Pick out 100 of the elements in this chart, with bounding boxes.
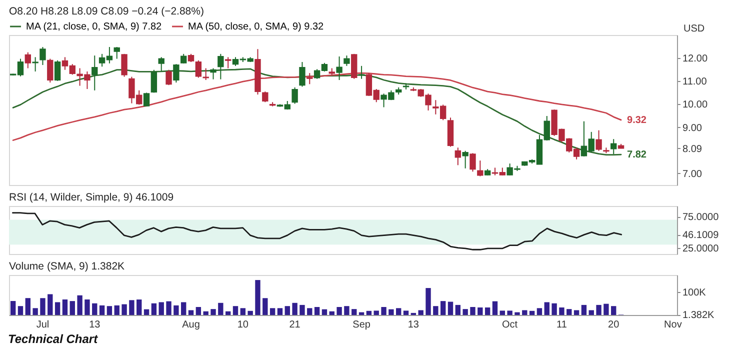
bar — [588, 310, 594, 315]
bar — [188, 310, 194, 315]
bar — [536, 308, 542, 315]
y-tick-label: 10.00 — [682, 100, 708, 111]
bar — [232, 306, 238, 315]
bar — [433, 306, 438, 315]
data-label: 9.32 — [627, 114, 647, 126]
x-tick-label: Jul — [36, 320, 50, 330]
bar — [151, 303, 157, 315]
bar — [374, 310, 379, 315]
candlestick — [47, 58, 54, 84]
y-tick-label: 100K — [682, 288, 706, 299]
bar — [307, 308, 312, 315]
bar — [77, 295, 82, 315]
bar — [255, 280, 260, 315]
bar — [478, 307, 483, 315]
bar — [514, 312, 520, 315]
bar — [507, 310, 512, 315]
bar — [440, 301, 446, 315]
x-tick-label: 10 — [237, 320, 249, 330]
bar — [158, 302, 164, 315]
candlestick — [470, 152, 476, 172]
y-tick-label: 7.00 — [682, 168, 702, 180]
y-tick-label: 8.09 — [682, 144, 702, 155]
y-axis-title: USD — [684, 24, 705, 34]
bar — [114, 305, 120, 315]
bar — [314, 307, 320, 315]
bar — [174, 305, 179, 315]
bar — [322, 309, 328, 315]
bar — [62, 299, 68, 315]
bar — [166, 301, 172, 315]
chart-title: RSI (14, Wilder, Simple, 9) 46.1009 — [9, 192, 174, 204]
candlestick — [92, 55, 98, 91]
bar — [336, 307, 342, 315]
x-tick-label: 13 — [89, 320, 101, 330]
bar — [388, 309, 394, 315]
bar — [492, 301, 498, 315]
candlestick — [143, 92, 150, 107]
bar — [396, 308, 402, 315]
bar — [99, 305, 105, 315]
bar — [70, 301, 75, 315]
bar — [25, 298, 30, 315]
bar — [529, 310, 535, 315]
bar — [426, 288, 431, 315]
bar — [225, 311, 231, 315]
bar — [218, 302, 224, 315]
candlestick — [150, 69, 158, 94]
candlestick — [462, 150, 468, 169]
y-tick-label: 46.1009 — [682, 230, 720, 242]
bar — [344, 306, 350, 315]
line-series — [12, 212, 622, 250]
candlestick — [218, 53, 224, 80]
chart-title: O8.20 H8.28 L8.09 C8.09 −0.24 (−2.88%) — [9, 6, 204, 18]
data-label: 7.82 — [627, 150, 647, 161]
bar — [262, 298, 268, 315]
candlestick — [299, 62, 306, 88]
bar — [462, 309, 468, 315]
candlestick — [166, 69, 172, 86]
bar — [552, 303, 557, 315]
y-tick-label: 9.00 — [682, 122, 702, 134]
bar — [122, 304, 127, 315]
candlestick — [114, 46, 120, 60]
bar — [522, 310, 528, 315]
bar — [196, 307, 202, 315]
candlestick — [262, 91, 268, 103]
x-tick-label: 13 — [408, 320, 420, 330]
bar — [284, 306, 290, 315]
bar — [270, 308, 276, 315]
bar — [181, 302, 186, 315]
bar — [300, 304, 305, 315]
bar — [240, 308, 246, 315]
x-tick-label: 20 — [608, 320, 620, 330]
candlestick — [180, 53, 187, 64]
legend-label: MA (50, close, 0, SMA, 9) 9.32 — [188, 22, 324, 32]
bar — [210, 309, 216, 315]
candlestick — [596, 130, 602, 152]
candlestick — [306, 72, 313, 85]
legend-label: MA (21, close, 0, SMA, 9) 7.82 — [26, 22, 162, 32]
bar — [500, 310, 505, 315]
candlestick — [24, 52, 31, 69]
bar — [352, 309, 357, 315]
bar — [54, 302, 60, 315]
bar — [144, 309, 150, 315]
y-tick-label: 25.0000 — [682, 243, 720, 254]
bar — [403, 310, 409, 315]
bar — [32, 308, 38, 315]
bar — [292, 302, 298, 315]
bar — [106, 306, 112, 315]
bar — [136, 299, 142, 315]
bar — [448, 302, 454, 315]
bar — [10, 301, 16, 315]
bar — [84, 299, 90, 315]
bar — [277, 308, 283, 315]
x-tick-label: Nov — [664, 320, 682, 330]
candlestick — [358, 65, 365, 80]
candlestick — [336, 56, 342, 80]
candlestick — [224, 56, 232, 69]
bar — [366, 310, 372, 315]
chart-title: Volume (SMA, 9) 1.382K — [9, 260, 125, 272]
x-tick-label: Oct — [502, 320, 518, 330]
